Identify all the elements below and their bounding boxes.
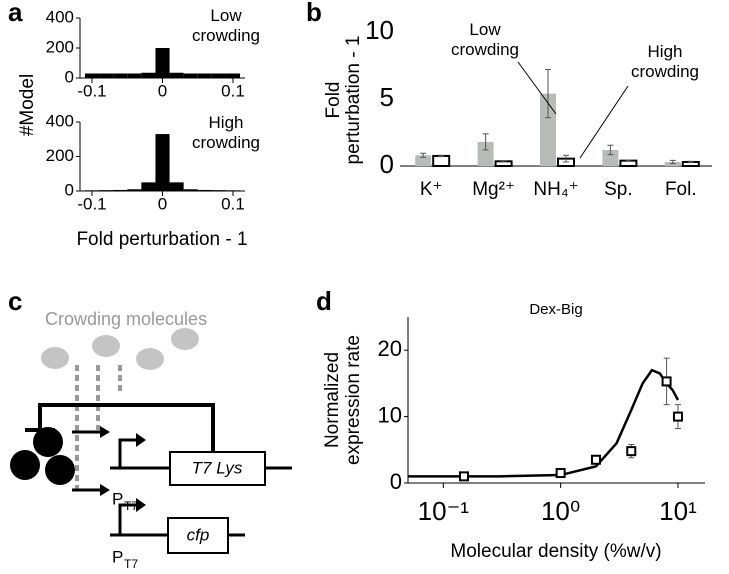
legend-entry: Low crowding: [450, 20, 520, 59]
x-tick-label: -0.1: [77, 81, 106, 100]
x-tick-label: Fol.: [665, 179, 697, 200]
diagram: Crowding molecules T7 Lys cfp P T7 P T7: [10, 309, 292, 571]
y-tick-label: 20: [378, 336, 402, 361]
gene-label: T7 Lys: [192, 458, 243, 477]
bar: [127, 73, 142, 78]
t7lys-molecules: [10, 427, 75, 485]
crowders: [41, 328, 199, 370]
bar: [197, 189, 212, 191]
legend-entry: High crowding: [630, 42, 700, 81]
bar: [602, 149, 619, 166]
x-tick-label: -0.1: [77, 194, 106, 213]
y-tick-label: 200: [46, 146, 74, 165]
pointer: [579, 85, 629, 159]
panel-label: a: [8, 0, 23, 27]
bar: [141, 182, 156, 191]
bar: [432, 154, 451, 167]
bar: [211, 73, 226, 78]
y-axis-label: Normalized: [322, 352, 343, 448]
y-tick-label: 0: [390, 469, 402, 494]
x-tick-label: 0.1: [221, 194, 245, 213]
repression: [38, 403, 215, 458]
bar: [169, 72, 184, 78]
panel-label: c: [8, 286, 22, 316]
bar: [477, 141, 494, 166]
chart-title: Dex-Big: [529, 301, 582, 318]
x-axis-label: Molecular density (%w/v): [450, 541, 661, 562]
x-tick-label: 0.1: [221, 81, 245, 100]
genes: [72, 430, 292, 554]
x-tick-label: 10⁻¹: [418, 496, 470, 526]
promoter-sub: T7: [124, 499, 138, 513]
annotation: High crowding: [191, 113, 261, 152]
bar: [84, 190, 100, 191]
bar: [197, 73, 212, 78]
x-tick-label: NH₄⁺: [533, 179, 578, 200]
y-tick-label: 0: [65, 180, 74, 199]
bar: [540, 93, 556, 166]
gene-label: cfp: [187, 525, 210, 544]
panel-label: b: [306, 0, 322, 27]
point: [626, 446, 637, 457]
y-tick-label: 0: [65, 67, 74, 86]
fit-line: [408, 368, 680, 478]
y-tick-label: 5: [380, 82, 394, 112]
y-tick-label: 0: [380, 149, 394, 179]
x-tick-label: 10¹: [659, 496, 697, 526]
bar: [225, 190, 241, 191]
bar: [99, 190, 114, 191]
y-tick-label: 400: [46, 111, 74, 130]
y-tick-label: 400: [46, 7, 74, 26]
y-axis-label: expression rate: [343, 335, 364, 465]
bar: [211, 190, 226, 191]
bar: [183, 73, 198, 78]
pointer: [517, 61, 557, 115]
x-tick-label: K⁺: [420, 179, 443, 200]
point: [590, 454, 601, 465]
bar: [99, 73, 114, 78]
point: [458, 471, 469, 482]
y-axis-label: Fold: [323, 82, 344, 119]
y-tick-label: 10: [378, 402, 402, 427]
bar: [155, 134, 170, 191]
bar: [84, 73, 100, 78]
bar: [113, 189, 128, 191]
arrowheads: [100, 426, 146, 512]
point: [672, 411, 683, 422]
point: [555, 468, 566, 479]
annotation: Low crowding: [191, 6, 261, 45]
bar: [113, 73, 128, 78]
bar: [225, 73, 241, 78]
panel-label: d: [316, 286, 332, 316]
point: [661, 376, 672, 387]
x-axis-label: Fold perturbation - 1: [76, 229, 247, 250]
bar: [127, 189, 142, 191]
y-tick-label: 10: [365, 15, 394, 45]
crowding-label: Crowding molecules: [45, 309, 207, 329]
x-tick-label: Sp.: [604, 179, 633, 200]
x-tick-label: Mg²⁺: [472, 179, 515, 200]
promoter-sub: T7: [124, 557, 138, 571]
x-tick-label: 0: [158, 194, 167, 213]
y-axis-label: perturbation - 1: [343, 36, 364, 165]
x-tick-label: 10⁰: [541, 496, 580, 526]
bar: [183, 189, 198, 191]
promoter: P: [112, 489, 123, 508]
promoter: P: [112, 547, 123, 566]
bar: [169, 182, 184, 191]
y-axis-label: #Model: [17, 74, 38, 136]
bar: [415, 155, 432, 166]
y-tick-label: 200: [46, 37, 74, 56]
bar: [141, 72, 156, 78]
bar: [155, 48, 170, 78]
x-tick-label: 0: [158, 81, 167, 100]
dashes: [75, 365, 122, 492]
